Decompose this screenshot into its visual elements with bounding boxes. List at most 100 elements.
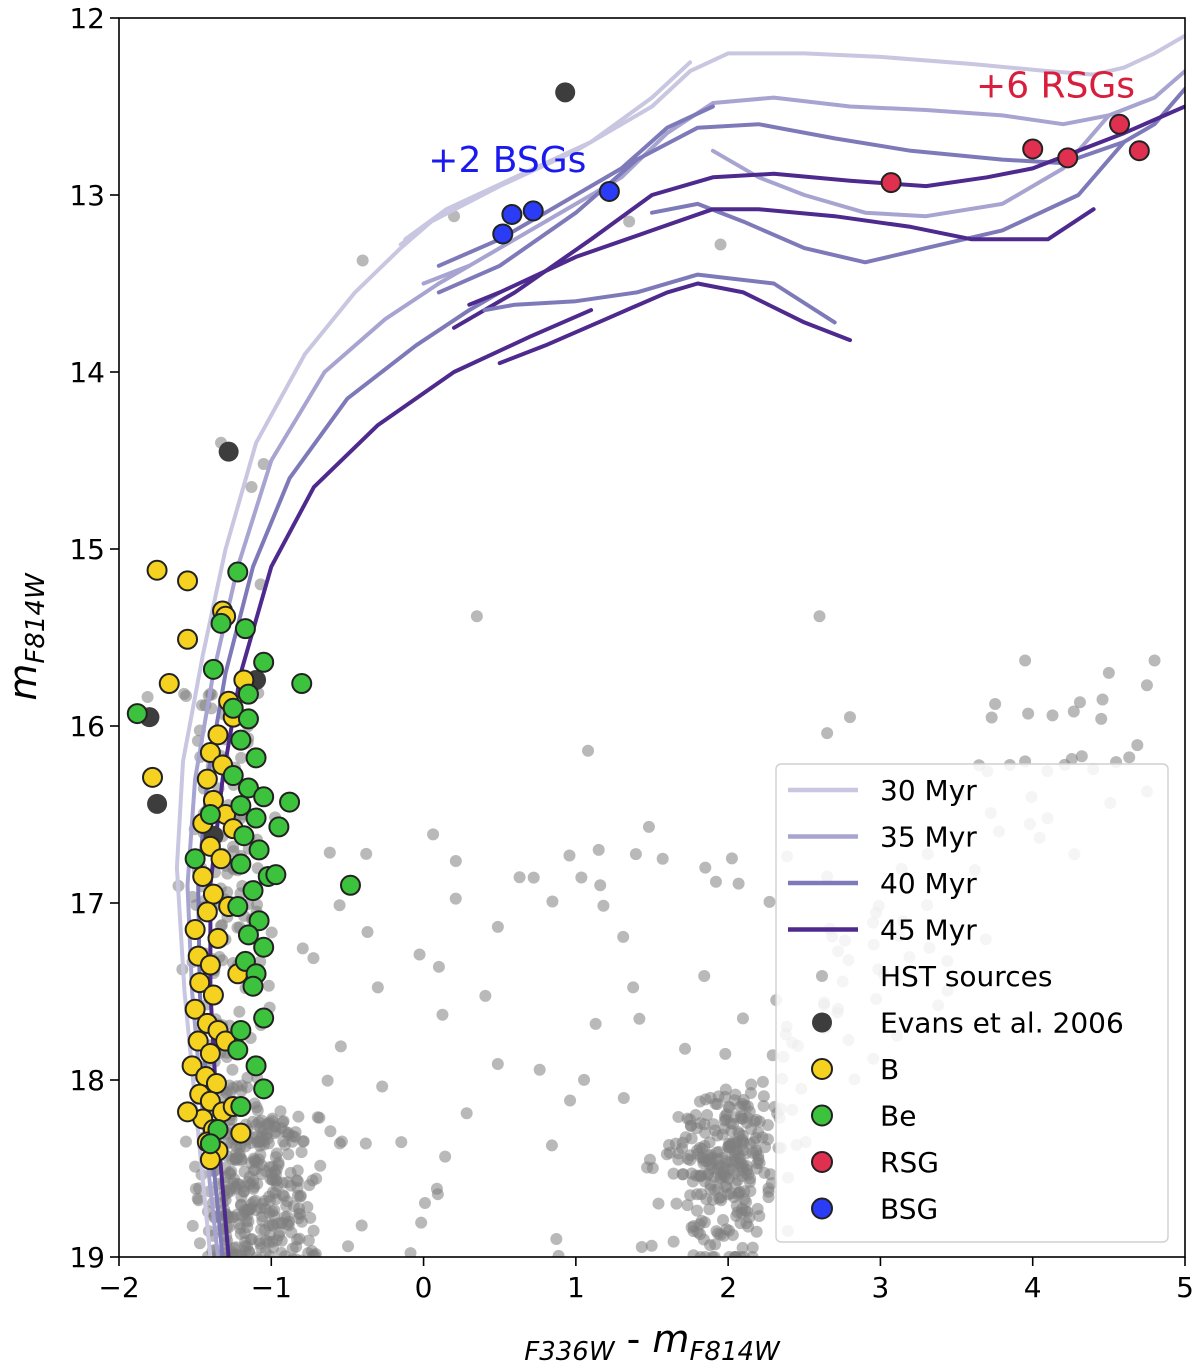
hst-source-point xyxy=(589,1017,602,1030)
star-point xyxy=(181,1055,203,1077)
hst-source-point xyxy=(719,1110,732,1123)
hst-source-point xyxy=(286,1242,299,1255)
hst-source-point xyxy=(627,981,640,994)
star-point xyxy=(199,742,221,764)
star-point xyxy=(199,1042,221,1064)
hst-source-point xyxy=(669,1137,682,1150)
hst-source-point xyxy=(699,861,712,874)
star-point xyxy=(218,441,239,462)
hst-source-point xyxy=(342,1240,355,1253)
hst-source-point xyxy=(262,1118,275,1131)
x-tick-label: 3 xyxy=(872,1271,890,1304)
star-point xyxy=(245,1055,267,1077)
plot-frame xyxy=(118,17,1186,1258)
hst-source-point xyxy=(717,1214,730,1227)
hst-source-point xyxy=(667,1167,680,1180)
hst-source-point xyxy=(235,1084,248,1097)
hst-source-point xyxy=(307,1224,320,1237)
hst-source-point xyxy=(276,1176,289,1189)
legend-label: 40 Myr xyxy=(880,867,977,900)
star-point xyxy=(205,1073,227,1095)
hst-source-point xyxy=(256,1259,268,1271)
hst-source-point xyxy=(594,879,607,892)
hst-source-point xyxy=(1148,654,1161,667)
hst-source-point xyxy=(1123,751,1136,764)
star-point xyxy=(146,559,168,581)
hst-source-point xyxy=(765,1177,778,1190)
hst-source-point xyxy=(763,895,776,908)
star-point xyxy=(253,651,275,673)
hst-source-point xyxy=(297,1135,310,1148)
star-point xyxy=(233,825,255,847)
hst-source-point xyxy=(677,1168,690,1181)
y-tick-label: 14 xyxy=(69,356,105,389)
hst-source-point xyxy=(741,1100,754,1113)
star-point xyxy=(210,612,232,634)
hst-source-point xyxy=(306,1174,319,1187)
legend-label: RSG xyxy=(880,1146,939,1179)
hst-source-point xyxy=(1102,666,1115,679)
hst-source-point xyxy=(578,1073,591,1086)
hst-source-point xyxy=(719,1047,732,1060)
hst-source-point xyxy=(224,1182,237,1195)
hst-source-point xyxy=(257,458,270,471)
star-point xyxy=(339,874,361,896)
hst-source-point xyxy=(223,1166,236,1179)
hst-source-point xyxy=(270,1234,283,1247)
hst-source-point xyxy=(652,1197,665,1210)
x-tick-label: 1 xyxy=(567,1271,585,1304)
hst-source-point xyxy=(333,899,346,912)
legend-label: 30 Myr xyxy=(880,774,977,807)
star-point xyxy=(880,172,902,194)
hst-source-point xyxy=(633,1012,646,1025)
hst-source-point xyxy=(750,1225,763,1238)
x-axis-ticks: −2 −1 0 1 2 3 4 5 xyxy=(98,1257,1194,1304)
hst-source-point xyxy=(291,1181,304,1194)
hst-source-point xyxy=(292,1110,305,1123)
star-point xyxy=(234,618,256,640)
hst-source-point xyxy=(729,1177,742,1190)
star-point xyxy=(1057,147,1079,169)
legend-swatch xyxy=(811,1104,833,1127)
hst-source-point xyxy=(355,1219,368,1232)
hst-source-point xyxy=(617,930,630,943)
star-point xyxy=(265,864,287,886)
hst-source-point xyxy=(276,1189,289,1202)
y-tick-label: 18 xyxy=(69,1064,105,1097)
hst-source-point xyxy=(1067,705,1080,718)
hst-source-point xyxy=(645,1239,658,1252)
hst-source-point xyxy=(251,898,264,911)
hst-source-point xyxy=(1131,739,1144,752)
x-tick-label: −1 xyxy=(251,1271,292,1304)
hst-source-point xyxy=(1019,654,1032,667)
hst-source-point xyxy=(268,1257,280,1269)
x-tick-label: 2 xyxy=(719,1271,737,1304)
hst-source-point xyxy=(1075,750,1088,763)
hst-source-point xyxy=(720,1223,733,1236)
star-point xyxy=(237,683,259,705)
star-point xyxy=(230,729,252,751)
hst-source-point xyxy=(813,610,826,623)
hst-source-point xyxy=(656,852,669,865)
star-point xyxy=(227,1039,249,1061)
hst-source-point xyxy=(708,1171,721,1184)
star-point xyxy=(126,703,148,725)
star-point xyxy=(237,708,259,730)
hst-source-point xyxy=(699,1251,712,1257)
hst-source-point xyxy=(323,846,336,859)
hst-source-point xyxy=(1095,712,1108,725)
hst-source-point xyxy=(491,920,504,933)
star-point xyxy=(555,82,576,103)
hst-source-point xyxy=(757,1100,770,1113)
star-point xyxy=(230,795,252,817)
hst-source-point xyxy=(761,1119,774,1132)
hst-source-point xyxy=(259,1202,272,1215)
hst-source-point xyxy=(685,1132,698,1145)
hst-source-point xyxy=(356,254,369,267)
hst-source-point xyxy=(291,1164,304,1177)
hst-source-point xyxy=(251,1177,264,1190)
hst-source-point xyxy=(843,711,856,724)
star-point xyxy=(279,791,301,813)
star-point xyxy=(291,673,313,695)
star-point xyxy=(210,848,232,870)
